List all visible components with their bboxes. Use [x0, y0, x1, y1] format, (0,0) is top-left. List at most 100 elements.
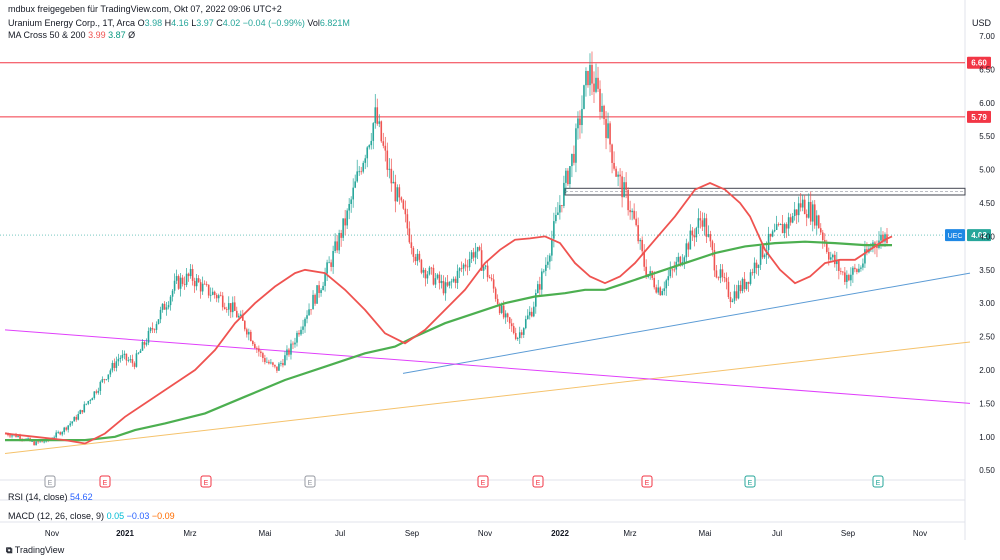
- candle-body: [751, 272, 754, 274]
- candle-body: [444, 282, 447, 294]
- candle-body: [496, 298, 499, 305]
- candle-body: [500, 305, 503, 313]
- candle-body: [848, 274, 850, 281]
- candle-body: [695, 227, 698, 238]
- candle-body: [75, 417, 78, 420]
- candle-body: [577, 118, 579, 129]
- candle-body: [153, 329, 156, 331]
- candle-body: [129, 359, 132, 361]
- trendline-long-support: [4, 341, 971, 454]
- candle-body: [691, 230, 694, 236]
- earnings-marker-label: E: [748, 480, 753, 487]
- candle-body: [541, 271, 543, 290]
- close-label: C: [216, 18, 223, 28]
- candle-body: [474, 251, 477, 258]
- candle-body: [530, 311, 533, 317]
- candle-body: [539, 284, 541, 290]
- candle-body: [322, 285, 324, 291]
- candle-body: [795, 209, 798, 216]
- candle-body: [296, 332, 298, 343]
- candle-body: [882, 234, 884, 242]
- candle-body: [639, 239, 641, 242]
- candle-body: [79, 410, 82, 415]
- x-tick-label: Nov: [913, 529, 927, 538]
- candle-body: [179, 277, 182, 289]
- earnings-marker-label: E: [536, 480, 541, 487]
- earnings-marker-box: [477, 475, 489, 488]
- candle-body: [175, 276, 178, 281]
- candle-body: [149, 328, 152, 331]
- candle-body: [402, 200, 405, 209]
- candle-body: [840, 270, 842, 272]
- earnings-marker-label: E: [645, 480, 650, 487]
- candle-body: [424, 269, 427, 279]
- candle-body: [117, 358, 120, 362]
- x-tick-label: Mrz: [183, 529, 196, 538]
- candle-body: [205, 283, 208, 285]
- candle-body: [777, 224, 780, 225]
- candle-body: [745, 281, 748, 290]
- candle-body: [522, 328, 525, 335]
- candle-body: [432, 267, 435, 285]
- symbol-name: Uranium Energy Corp., 1T, Arca: [8, 18, 136, 28]
- candle-body: [727, 281, 730, 298]
- x-tick-label: Sep: [405, 529, 420, 538]
- candle-body: [456, 270, 459, 283]
- candle-body: [404, 208, 407, 215]
- candle-body: [191, 268, 194, 281]
- earnings-marker-label: E: [204, 480, 209, 487]
- candle-body: [834, 254, 836, 265]
- candle-body: [759, 245, 762, 265]
- candle-body: [242, 314, 244, 321]
- resistance-zone: [564, 187, 966, 196]
- candle-body: [514, 333, 517, 339]
- candle-body: [121, 354, 124, 358]
- candle-body: [354, 181, 356, 188]
- candle-body: [659, 287, 662, 296]
- candle-body: [217, 295, 220, 299]
- candle-body: [625, 182, 627, 190]
- candle-body: [629, 210, 631, 213]
- candle-body: [159, 309, 162, 320]
- candle-body: [621, 176, 623, 198]
- candle-body: [183, 283, 186, 285]
- candle-body: [464, 264, 467, 267]
- candle-body: [567, 170, 569, 185]
- candle-body: [239, 314, 242, 316]
- candle-body: [9, 435, 11, 437]
- candle-body: [326, 262, 328, 274]
- candle-body: [583, 85, 585, 109]
- candle-body: [11, 435, 13, 437]
- candle-body: [39, 441, 41, 443]
- candle-body: [35, 441, 37, 446]
- x-tick-label: Mrz: [623, 529, 636, 538]
- candle-body: [292, 343, 294, 345]
- candle-body: [430, 267, 433, 269]
- candle-body: [699, 218, 702, 221]
- candle-body: [799, 203, 802, 208]
- level-label: 5.79: [971, 113, 987, 122]
- candle-body: [701, 220, 704, 227]
- candle-body: [278, 363, 280, 371]
- candle-body: [549, 255, 551, 262]
- level-label: 6.60: [971, 59, 987, 68]
- high-label: H: [164, 18, 172, 28]
- candle-body: [470, 252, 473, 260]
- candle-body: [524, 319, 527, 329]
- y-tick-label: 4.00: [979, 232, 995, 241]
- candle-body: [547, 261, 549, 265]
- candle-body: [298, 332, 300, 335]
- candle-body: [248, 331, 250, 335]
- candle-body: [177, 276, 180, 289]
- candle-body: [300, 329, 302, 335]
- candle-body: [537, 284, 539, 294]
- candle-body: [683, 257, 686, 262]
- close-value: 4.02: [222, 18, 241, 28]
- moving-averages: [4, 182, 893, 445]
- horizontal-levels: 6.60 5.79 UEC 4.02: [0, 56, 991, 242]
- grid: [0, 0, 966, 540]
- candle-body: [151, 328, 154, 330]
- candle-body: [125, 353, 128, 361]
- candle-body: [613, 162, 615, 169]
